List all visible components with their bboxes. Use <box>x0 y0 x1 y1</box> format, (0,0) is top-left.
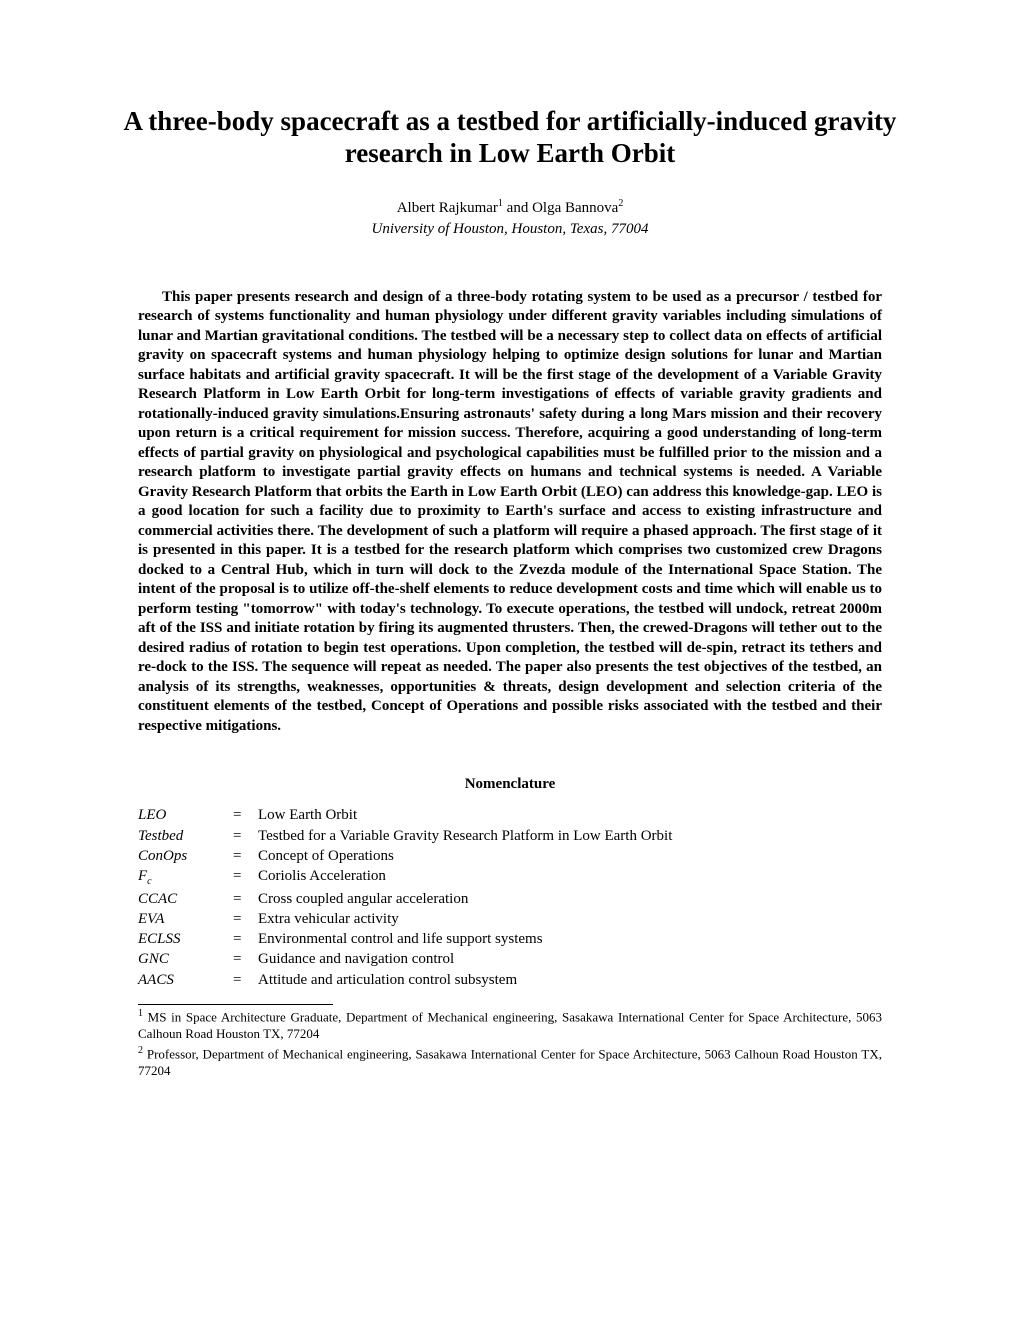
nomenclature-def: Environmental control and life support s… <box>258 929 882 949</box>
nomenclature-row: Fc = Coriolis Acceleration <box>138 866 882 889</box>
nomenclature-def: Testbed for a Variable Gravity Research … <box>258 826 882 846</box>
nomenclature-row: Testbed = Testbed for a Variable Gravity… <box>138 826 882 846</box>
equals-sign: = <box>233 805 258 825</box>
nomenclature-row: ConOps = Concept of Operations <box>138 846 882 866</box>
nomenclature-term: ConOps <box>138 846 233 866</box>
authors-line: Albert Rajkumar1 and Olga Bannova2 <box>110 198 910 217</box>
equals-sign: = <box>233 889 258 909</box>
equals-sign: = <box>233 949 258 969</box>
equals-sign: = <box>233 970 258 990</box>
equals-sign: = <box>233 929 258 949</box>
equals-sign: = <box>233 866 258 889</box>
nomenclature-row: CCAC = Cross coupled angular acceleratio… <box>138 889 882 909</box>
paper-title: A three-body spacecraft as a testbed for… <box>110 105 910 170</box>
equals-sign: = <box>233 909 258 929</box>
nomenclature-def: Guidance and navigation control <box>258 949 882 969</box>
nomenclature-term: EVA <box>138 909 233 929</box>
nomenclature-row: ECLSS = Environmental control and life s… <box>138 929 882 949</box>
nomenclature-term: LEO <box>138 805 233 825</box>
footnote-text: Professor, Department of Mechanical engi… <box>138 1046 882 1078</box>
nomenclature-def: Coriolis Acceleration <box>258 866 882 889</box>
nomenclature-row: LEO = Low Earth Orbit <box>138 805 882 825</box>
nomenclature-term: ECLSS <box>138 929 233 949</box>
nomenclature-term: Testbed <box>138 826 233 846</box>
nomenclature-row: AACS = Attitude and articulation control… <box>138 970 882 990</box>
nomenclature-term: AACS <box>138 970 233 990</box>
affiliation: University of Houston, Houston, Texas, 7… <box>110 221 910 238</box>
nomenclature-term: Fc <box>138 866 233 889</box>
nomenclature-def: Extra vehicular activity <box>258 909 882 929</box>
footnotes-block: 1 MS in Space Architecture Graduate, Dep… <box>138 1007 882 1080</box>
nomenclature-def: Low Earth Orbit <box>258 805 882 825</box>
paper-page: A three-body spacecraft as a testbed for… <box>0 0 1020 1131</box>
nomenclature-def: Cross coupled angular acceleration <box>258 889 882 909</box>
footnote-separator <box>138 1004 333 1005</box>
nomenclature-row: EVA = Extra vehicular activity <box>138 909 882 929</box>
equals-sign: = <box>233 826 258 846</box>
nomenclature-heading: Nomenclature <box>110 776 910 793</box>
nomenclature-list: LEO = Low Earth Orbit Testbed = Testbed … <box>138 805 882 990</box>
author-and: and Olga Bannova <box>503 200 618 216</box>
nomenclature-term: CCAC <box>138 889 233 909</box>
nomenclature-def: Concept of Operations <box>258 846 882 866</box>
footnote-1: 1 MS in Space Architecture Graduate, Dep… <box>138 1007 882 1043</box>
nomenclature-def: Attitude and articulation control subsys… <box>258 970 882 990</box>
nomenclature-term: GNC <box>138 949 233 969</box>
nomenclature-row: GNC = Guidance and navigation control <box>138 949 882 969</box>
footnote-ref-2: 2 <box>618 198 623 209</box>
author-1: Albert Rajkumar <box>397 200 498 216</box>
footnote-2: 2 Professor, Department of Mechanical en… <box>138 1044 882 1080</box>
footnote-text: MS in Space Architecture Graduate, Depar… <box>138 1009 882 1041</box>
equals-sign: = <box>233 846 258 866</box>
abstract-text: This paper presents research and design … <box>138 288 882 737</box>
